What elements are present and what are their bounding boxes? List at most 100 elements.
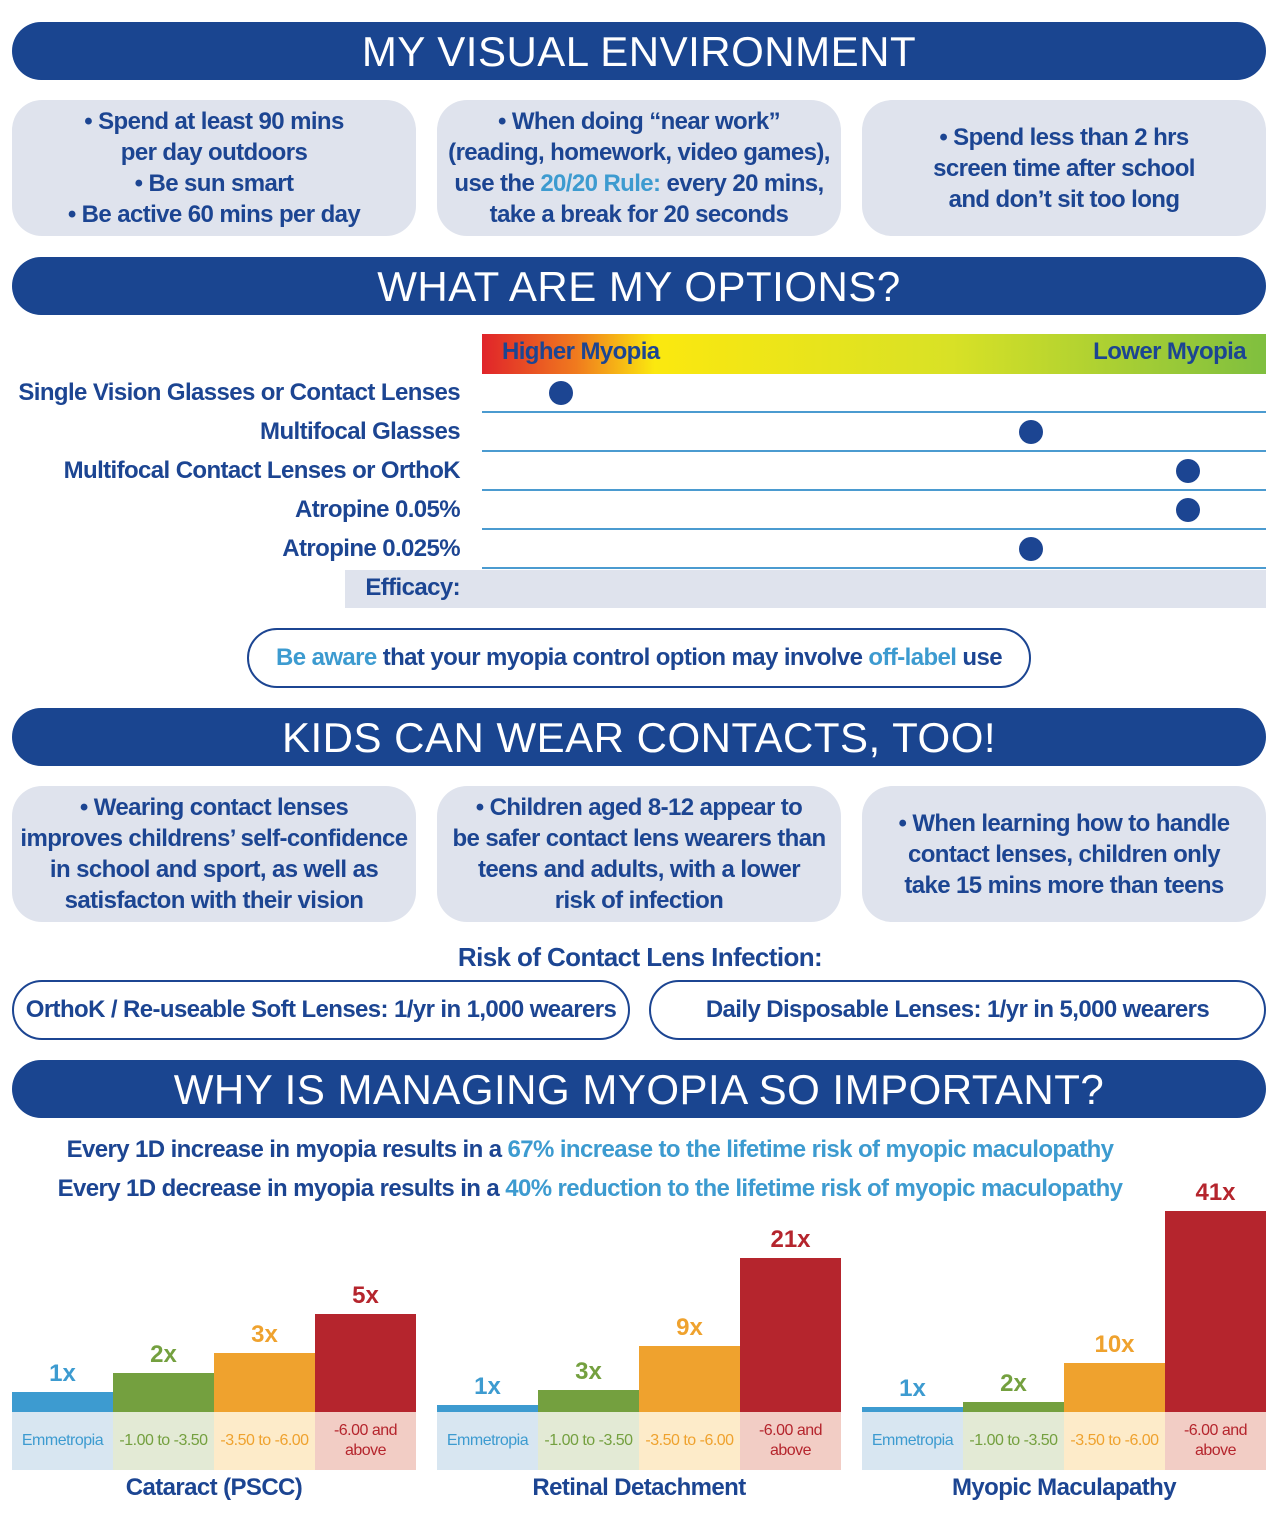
bar: [963, 1402, 1064, 1412]
section-banner-important: WHY IS MANAGING MYOPIA SO IMPORTANT?: [12, 1060, 1266, 1118]
risk-item-orthok: OrthoK / Re-useable Soft Lenses: 1/yr in…: [12, 980, 630, 1040]
bar: [862, 1407, 963, 1412]
category-label: Emmetropia: [12, 1412, 113, 1470]
info-box-handling: • When learning how to handle contact len…: [862, 786, 1266, 922]
risk-title: Risk of Contact Lens Infection:: [457, 942, 823, 972]
text-line: contact lenses, children only: [907, 840, 1221, 868]
row-gridline: [482, 450, 1266, 452]
text: use: [956, 644, 1002, 671]
bar-value-label: 1x: [899, 1375, 926, 1403]
text-line: and don’t sit too long: [948, 185, 1180, 213]
category-label: -6.00 and above: [1165, 1412, 1266, 1470]
chart-title: Myopic Maculapathy: [952, 1474, 1177, 1501]
efficacy-dot: [549, 381, 573, 405]
text: use the: [454, 170, 541, 197]
bar-value-label: 1x: [49, 1360, 76, 1388]
text-line: • Be sun smart: [134, 170, 294, 197]
text-line: • Children aged 8-12 appear to: [475, 794, 803, 821]
bar-value-label: 5x: [352, 1282, 379, 1309]
text-line: per day outdoors: [120, 139, 308, 166]
efficacy-label: Efficacy:: [365, 574, 460, 601]
text-line: • Spend less than 2 hrs: [939, 123, 1189, 151]
text-line: • Be active 60 mins per day: [67, 201, 361, 228]
option-label: Atropine 0.025%: [282, 535, 460, 562]
section-banner-contacts: KIDS CAN WEAR CONTACTS, TOO!: [12, 708, 1266, 766]
row-gridline: [482, 489, 1266, 491]
text: that your myopia control option may invo…: [376, 644, 869, 671]
bar-value-label: 2x: [150, 1340, 177, 1368]
bar: [437, 1404, 538, 1412]
option-label: Single Vision Glasses or Contact Lenses: [18, 379, 460, 406]
text-line: be safer contact lens wearers than: [452, 825, 826, 852]
text-line: teens and adults, with a lower: [477, 856, 801, 883]
highlight: 67% increase to the lifetime risk of myo…: [507, 1136, 1114, 1163]
text-line: in school and sport, as well as: [49, 856, 379, 883]
category-label: -1.00 to -3.50: [538, 1412, 639, 1470]
text: Every 1D decrease in myopia results in a: [57, 1175, 506, 1202]
text-line: take 15 mins more than teens: [904, 871, 1224, 899]
scale-label-higher: Higher Myopia: [502, 338, 660, 365]
option-label: Multifocal Glasses: [260, 418, 461, 445]
highlight-20-20-rule: 20/20 Rule:: [540, 170, 661, 197]
bar: [1064, 1363, 1165, 1412]
efficacy-dot: [1019, 537, 1043, 561]
chart-title: Retinal Detachment: [532, 1474, 746, 1501]
bar-value-label: 2x: [1000, 1370, 1027, 1398]
bar: [538, 1389, 639, 1412]
myopia-gradient-scale: Higher Myopia Lower Myopia: [482, 334, 1266, 374]
text-line: • When doing “near work”: [497, 108, 781, 135]
bar: [113, 1372, 214, 1412]
info-box-safety: • Children aged 8-12 appear to be safer c…: [437, 786, 841, 922]
off-label-note: Be aware that your myopia control option…: [247, 628, 1031, 688]
chart-cataract: 1x Emmetropia 2x -1.00 to -3.50 3x -3.50 to -…: [12, 1190, 416, 1524]
bar: [1165, 1211, 1266, 1412]
info-box-outdoors: • Spend at least 90 mins per day outdoor…: [12, 100, 416, 236]
category-label: -3.50 to -6.00: [1064, 1412, 1165, 1470]
text-line: (reading, homework, video games),: [448, 139, 830, 166]
bar-value-label: 3x: [575, 1357, 602, 1385]
stat-line-increase: Every 1D increase in myopia results in a…: [0, 1136, 1180, 1164]
bar: [639, 1345, 740, 1412]
row-gridline: [482, 411, 1266, 413]
text-line: take a break for 20 seconds: [489, 201, 789, 228]
text: off-label: [868, 644, 957, 671]
chart-retinal-detachment: 1x Emmetropia 3x -1.00 to -3.50 9x -3.50 to -…: [437, 1190, 841, 1524]
efficacy-dot: [1176, 498, 1200, 522]
text-line: satisfacton with their vision: [64, 887, 364, 914]
category-label: -6.00 and above: [740, 1412, 841, 1470]
option-label: Multifocal Contact Lenses or OrthoK: [63, 457, 461, 484]
category-label: Emmetropia: [437, 1412, 538, 1470]
bar-value-label: 3x: [251, 1321, 278, 1349]
row-gridline: [482, 567, 1266, 569]
text: every 20 mins,: [660, 170, 825, 197]
category-label: -6.00 and above: [315, 1412, 416, 1470]
efficacy-dot: [1176, 459, 1200, 483]
text-line: risk of infection: [554, 887, 724, 914]
text: Every 1D increase in myopia results in a: [66, 1136, 508, 1163]
category-label: -3.50 to -6.00: [639, 1412, 740, 1470]
bar-value-label: 41x: [1195, 1179, 1236, 1207]
info-box-screen-time: • Spend less than 2 hrs screen time afte…: [862, 100, 1266, 236]
section-banner-options: WHAT ARE MY OPTIONS?: [12, 257, 1266, 315]
stat-line-decrease: Every 1D decrease in myopia results in a…: [0, 1175, 1180, 1203]
bar: [12, 1392, 113, 1412]
option-label: Atropine 0.05%: [295, 496, 461, 523]
text-line: • Spend at least 90 mins: [84, 108, 344, 135]
bar-value-label: 9x: [676, 1313, 703, 1341]
text-line: • Wearing contact lenses: [79, 794, 349, 821]
row-gridline: [482, 528, 1266, 530]
chart-myopic-maculopathy: 1x Emmetropia 2x -1.00 to -3.50 10x -3.50 to …: [862, 1179, 1266, 1524]
info-box-near-work: • When doing “near work” (reading, homew…: [437, 100, 841, 236]
text-line: use the 20/20 Rule: every 20 mins,: [448, 168, 830, 199]
bar: [315, 1314, 416, 1412]
category-label: Emmetropia: [862, 1412, 963, 1470]
info-box-confidence: • Wearing contact lenses improves childre…: [12, 786, 416, 922]
text-line: • When learning how to handle: [898, 809, 1231, 837]
efficacy-dot: [1019, 420, 1043, 444]
text-line: improves childrens’ self-confidence: [20, 825, 408, 852]
bar-value-label: 21x: [770, 1225, 811, 1253]
bar-value-label: 10x: [1094, 1331, 1135, 1358]
risk-item-daily: Daily Disposable Lenses: 1/yr in 5,000 w…: [649, 980, 1266, 1040]
chart-title: Cataract (PSCC): [125, 1474, 303, 1501]
text: Be aware: [276, 644, 377, 671]
